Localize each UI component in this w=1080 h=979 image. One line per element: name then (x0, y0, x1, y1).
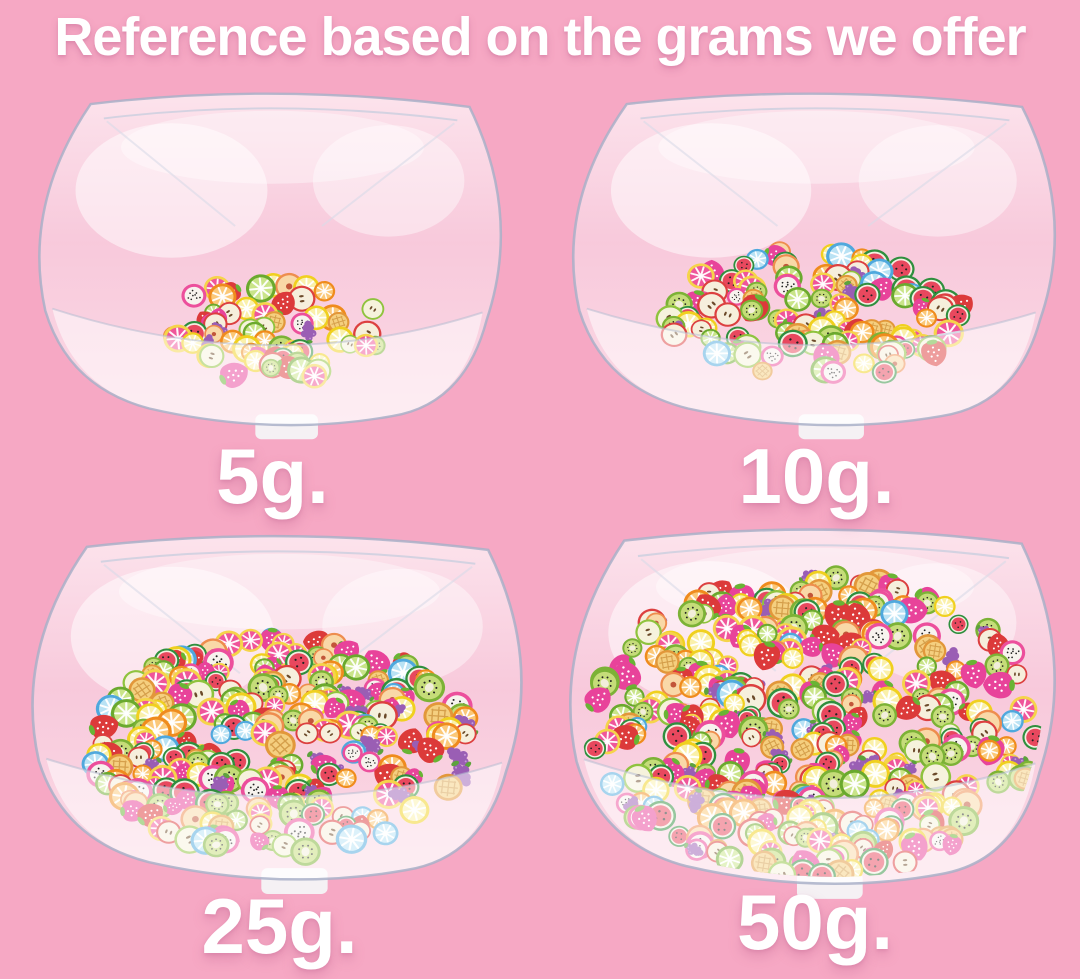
bowl-10g (553, 80, 1080, 445)
title: Reference based on the grams we offer (54, 7, 1026, 67)
label-50g: 50g. (736, 878, 894, 966)
label-25g: 25g. (201, 882, 358, 970)
bowl-10g-graphic (571, 92, 1057, 440)
label-5g: 5g. (216, 432, 329, 520)
bowl-5g (20, 80, 525, 445)
bowl-25g-graphic (31, 534, 523, 895)
bowl-50g (550, 515, 1080, 905)
bowl-50g-graphic (569, 528, 1056, 899)
bowl-5g-graphic (38, 92, 503, 440)
label-10g: 10g. (738, 432, 895, 520)
bowl-25g (12, 522, 547, 900)
